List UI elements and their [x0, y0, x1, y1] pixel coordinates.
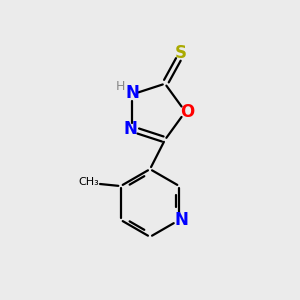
Text: H: H: [116, 80, 125, 93]
Text: N: N: [124, 120, 137, 138]
Text: N: N: [174, 211, 188, 229]
Text: O: O: [180, 103, 194, 121]
Text: CH₃: CH₃: [79, 177, 99, 187]
Text: S: S: [175, 44, 187, 62]
Text: N: N: [125, 84, 139, 102]
